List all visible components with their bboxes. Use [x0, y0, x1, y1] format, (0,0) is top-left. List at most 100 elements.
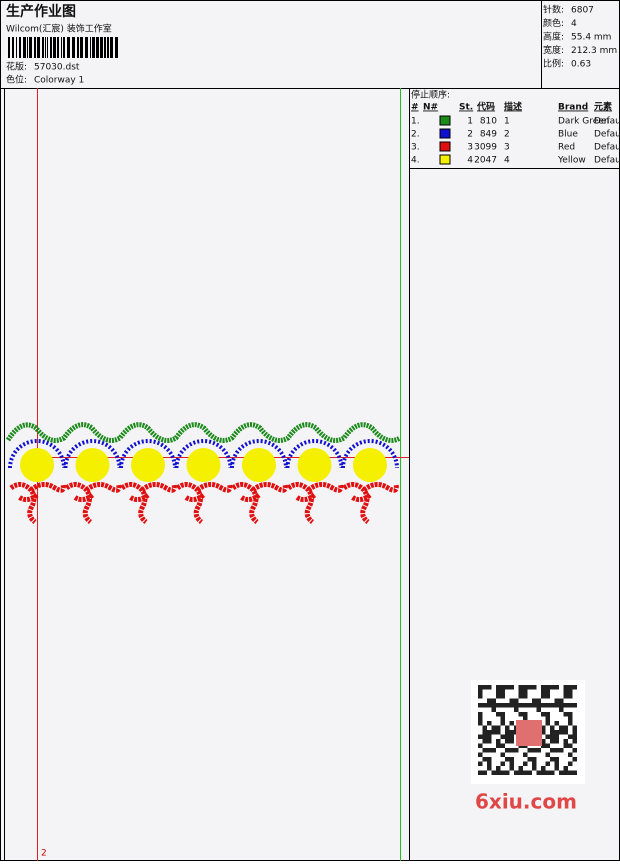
qr-cell	[509, 698, 514, 703]
qr-cell	[563, 766, 568, 771]
qr-cell	[568, 703, 573, 708]
yellow-dot	[353, 448, 387, 482]
qr-cell	[514, 707, 519, 712]
qr-cell	[527, 770, 532, 775]
stop-title: 停止顺序:	[411, 89, 450, 101]
yellow-dot	[131, 448, 165, 482]
qr-cell	[509, 757, 514, 762]
info-value: 55.4 mm	[571, 33, 611, 43]
blue-arch	[8, 439, 66, 469]
qr-cell	[572, 757, 577, 762]
yellow-dot	[297, 448, 332, 482]
qr-cell	[505, 770, 510, 775]
qr-cell	[500, 734, 505, 739]
bar	[96, 37, 99, 58]
blue-arch	[63, 439, 122, 469]
colorway-label: 色位:	[6, 74, 27, 86]
bar	[57, 37, 59, 58]
column-header: 元素	[594, 101, 612, 113]
marker: 2	[41, 849, 47, 859]
qr-cell	[523, 703, 528, 708]
blue-arch	[174, 439, 233, 469]
bar	[19, 37, 21, 58]
qr-cell	[545, 743, 550, 748]
qr-cell	[509, 703, 514, 708]
qr-cell	[487, 757, 492, 762]
qr-cell	[541, 694, 546, 699]
qr-cell	[568, 716, 573, 721]
bar	[115, 37, 118, 58]
qr-cell	[487, 730, 492, 735]
qr-cell	[532, 698, 537, 703]
qr-cell	[478, 703, 483, 708]
qr-cell	[541, 685, 546, 690]
colorway: Colorway 1	[34, 76, 84, 86]
qr-cell	[496, 739, 501, 744]
qr-cell	[500, 752, 505, 757]
qr-cell	[545, 761, 550, 766]
qr-cell	[505, 757, 510, 762]
qr-cell	[536, 748, 541, 753]
qr-cell	[500, 689, 505, 694]
qr-cell	[563, 694, 568, 699]
bar	[72, 37, 75, 58]
bar	[27, 37, 28, 58]
qr-cell	[505, 748, 510, 753]
title: 生产作业图	[6, 3, 76, 20]
qr-cell	[518, 689, 523, 694]
qr-cell	[505, 685, 510, 690]
bar	[104, 37, 106, 58]
cell: 2	[467, 130, 473, 140]
info: 针数: 6807 颜色: 4 高度: 55.4 mm 宽度: 212.3 mm 比例: 0.63	[543, 4, 617, 70]
qr-cell	[491, 725, 496, 730]
qr-cell	[491, 730, 496, 735]
qr-cell	[550, 770, 555, 775]
info-value: 6807	[571, 6, 594, 16]
qr-cell	[487, 734, 492, 739]
qr-cell	[487, 761, 492, 766]
qr-cell	[478, 752, 483, 757]
cell: Default	[594, 143, 620, 153]
qr-cell	[527, 685, 532, 690]
qr-cell	[568, 689, 573, 694]
barcode	[8, 37, 118, 58]
qr-cell	[487, 748, 492, 753]
qr-cell	[568, 761, 573, 766]
qr-cell	[568, 770, 573, 775]
qr-cell	[541, 739, 546, 744]
qr-cell	[496, 725, 501, 730]
qr-cell	[478, 770, 483, 775]
qr-cell	[545, 770, 550, 775]
qr-cell	[514, 770, 519, 775]
qr-cell	[505, 730, 510, 735]
cell: 4.	[411, 156, 420, 166]
qr-cell	[509, 721, 514, 726]
swatch	[439, 154, 451, 165]
cell: 1	[467, 117, 473, 127]
qr-cell	[550, 757, 555, 762]
qr-cell	[487, 721, 492, 726]
qr-cell	[491, 707, 496, 712]
bar	[47, 37, 48, 58]
qr-cell	[500, 761, 505, 766]
qr-cell	[491, 703, 496, 708]
info-label: 针数:	[543, 4, 564, 16]
red-motif	[286, 482, 344, 524]
bar	[110, 37, 113, 58]
cell: Red	[558, 143, 575, 153]
column-header: 代码	[476, 101, 495, 113]
qr-cell	[563, 739, 568, 744]
qr-cell	[500, 694, 505, 699]
qr-cell	[572, 703, 577, 708]
cell: 4	[504, 156, 510, 166]
qr-cell	[509, 734, 514, 739]
design-label: 花版:	[6, 61, 27, 73]
qr-cell	[487, 698, 492, 703]
qr-cell	[509, 730, 514, 735]
qr-cell	[500, 716, 505, 721]
bar	[61, 37, 62, 58]
cell: Default	[594, 156, 620, 166]
qr-cell	[482, 730, 487, 735]
